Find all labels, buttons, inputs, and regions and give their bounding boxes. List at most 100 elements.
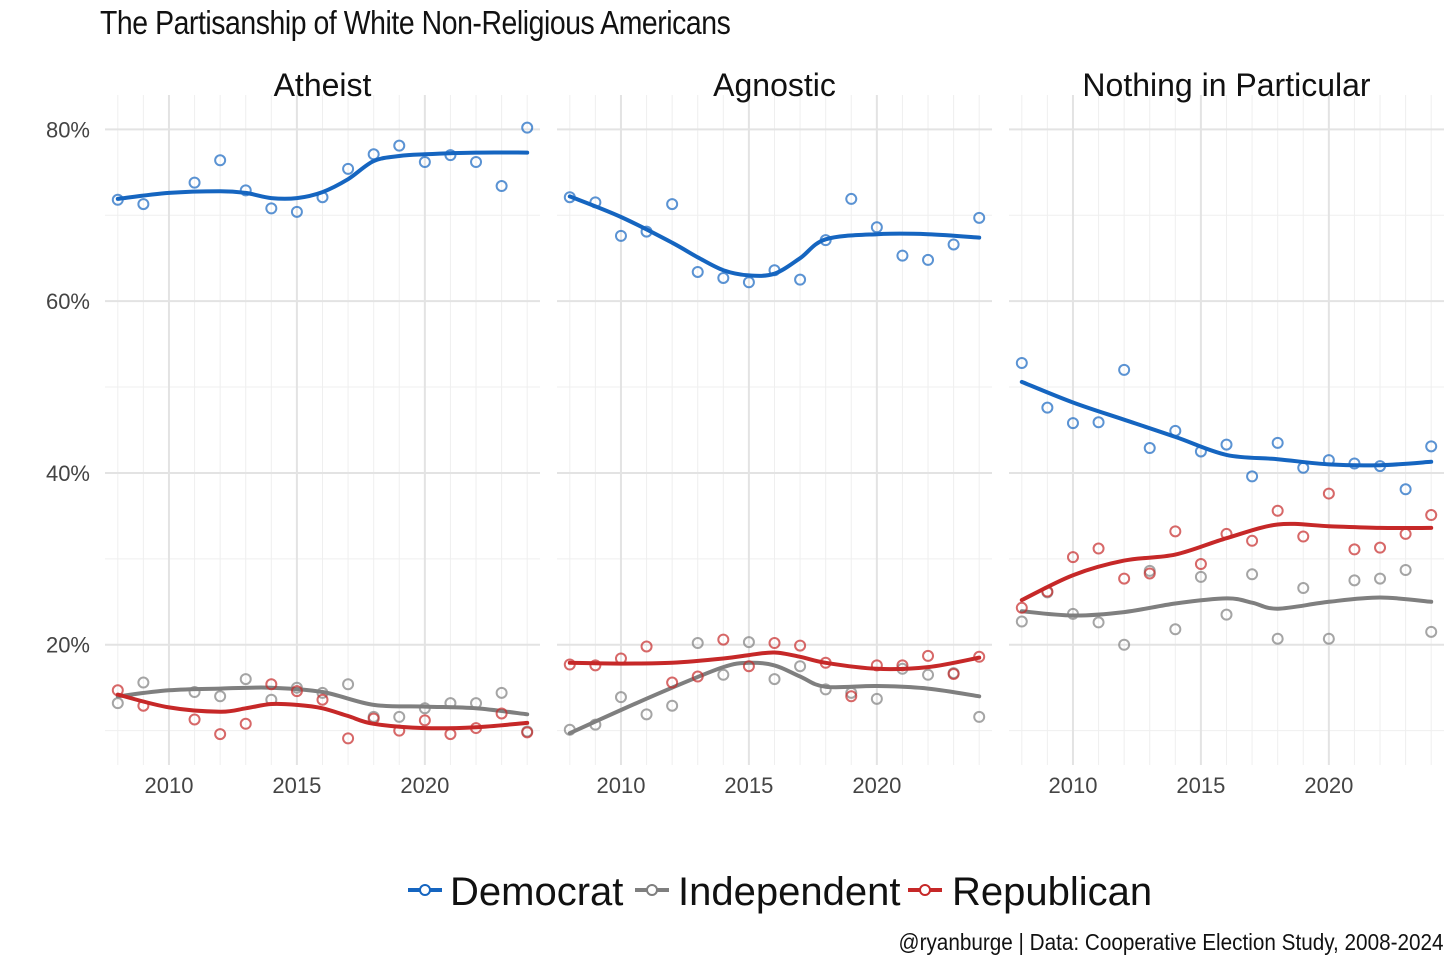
data-point [1015, 615, 1028, 628]
data-point [188, 685, 201, 698]
data-point [922, 668, 935, 681]
trend-line [115, 692, 530, 731]
data-point [214, 690, 227, 703]
data-point [1092, 616, 1105, 629]
x-tick-label: 2020 [852, 773, 901, 798]
facet-panel: Atheist 2010 2015 2020 [105, 67, 540, 798]
series-democrat [111, 121, 534, 218]
data-point [1374, 572, 1387, 585]
data-point [1374, 541, 1387, 554]
data-point [666, 198, 679, 211]
y-tick-label: 20% [46, 633, 90, 658]
data-point [239, 673, 252, 686]
data-point [845, 690, 858, 703]
data-point [1399, 564, 1412, 577]
data-point [239, 717, 252, 730]
chart-title: The Partisanship of White Non-Religious … [100, 4, 731, 41]
data-point [922, 253, 935, 266]
data-point [666, 676, 679, 689]
x-tick-label: 2020 [1304, 773, 1353, 798]
legend-key-point [919, 884, 931, 896]
legend-label: Democrat [450, 870, 623, 914]
data-point [1169, 623, 1182, 636]
trend-line [115, 150, 530, 201]
facet-title: Atheist [274, 67, 372, 103]
data-point [1246, 470, 1259, 483]
data-point [614, 691, 627, 704]
data-point [1015, 357, 1028, 369]
data-point [870, 692, 883, 705]
data-point [521, 121, 534, 134]
data-point [342, 162, 355, 175]
x-tick-label: 2015 [272, 773, 321, 798]
data-point [1246, 568, 1259, 581]
trend-line [567, 660, 982, 736]
data-point [614, 229, 627, 242]
data-point [418, 156, 431, 168]
grid [557, 95, 992, 765]
data-point [845, 192, 858, 205]
grid [105, 95, 540, 765]
data-point [691, 265, 704, 278]
data-point [1297, 530, 1310, 543]
data-point [214, 154, 227, 167]
data-point [640, 640, 653, 653]
data-point [742, 660, 755, 673]
data-point [1271, 504, 1284, 517]
chart-caption: @ryanburge | Data: Cooperative Election … [899, 929, 1444, 955]
data-point [947, 667, 960, 680]
series-democrat [1015, 357, 1438, 496]
y-tick-label: 40% [46, 461, 90, 486]
data-point [137, 198, 150, 211]
data-point [1425, 509, 1438, 522]
data-point [768, 637, 781, 650]
legend: Democrat Independent Republican [408, 870, 1152, 914]
data-point [1220, 438, 1233, 451]
trend-line [567, 194, 982, 278]
data-point [794, 660, 807, 673]
data-point [1169, 525, 1182, 538]
legend-key-point [646, 884, 658, 896]
data-point [1271, 632, 1284, 645]
data-point [1399, 483, 1412, 496]
data-point [316, 693, 329, 706]
series-republican [1015, 487, 1438, 614]
data-point [691, 637, 704, 650]
data-point [214, 728, 227, 741]
data-point [470, 156, 483, 168]
data-point [922, 649, 935, 662]
data-point [691, 670, 704, 683]
data-point [973, 710, 986, 723]
data-point [1425, 440, 1438, 453]
data-point [717, 271, 730, 284]
x-tick-label: 2015 [724, 773, 773, 798]
x-tick-label: 2020 [400, 773, 449, 798]
y-tick-label: 60% [46, 289, 90, 314]
data-point [742, 636, 755, 649]
data-point [290, 205, 303, 218]
series-republican [111, 678, 534, 745]
legend-key-point [419, 884, 431, 896]
data-point [1066, 551, 1079, 564]
data-point [1118, 363, 1131, 376]
data-point [188, 176, 201, 189]
data-point [1118, 572, 1131, 585]
legend-item: Republican [908, 870, 1152, 914]
data-point [640, 708, 653, 721]
facet-panel: Nothing in Particular 2010 2015 2020 [1009, 67, 1444, 798]
data-point [137, 676, 150, 689]
legend-item: Independent [635, 870, 900, 914]
data-point [342, 732, 355, 745]
data-point [393, 710, 406, 723]
data-point [947, 238, 960, 251]
data-point [1246, 534, 1259, 547]
series-democrat [563, 191, 986, 289]
data-point [1092, 542, 1105, 555]
facet-title: Nothing in Particular [1082, 67, 1370, 103]
data-point [342, 678, 355, 691]
data-point [265, 202, 278, 215]
data-point [495, 686, 508, 699]
data-point [1220, 608, 1233, 621]
